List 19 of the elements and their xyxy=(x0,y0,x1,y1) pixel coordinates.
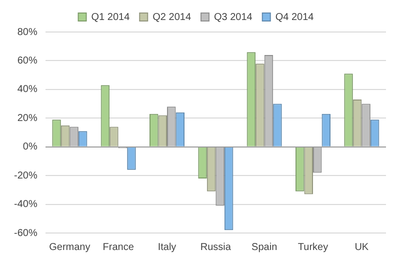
x-tick-label: Italy xyxy=(158,242,176,253)
y-tick-label: -40% xyxy=(14,199,38,210)
y-tick-label: 40% xyxy=(17,84,38,96)
legend-label: Q4 2014 xyxy=(275,12,314,23)
x-tick-label: Germany xyxy=(49,242,90,253)
x-tick-label: UK xyxy=(354,242,369,253)
x-tick-label: France xyxy=(102,242,134,253)
legend-label: Q1 2014 xyxy=(91,12,130,23)
y-tick-label: 60% xyxy=(17,55,38,66)
y-tick-label: 80% xyxy=(17,26,38,38)
y-tick-label: -20% xyxy=(14,170,38,182)
y-tick-label: 20% xyxy=(17,112,38,124)
legend-label: Q2 2014 xyxy=(152,12,192,23)
y-tick-label: 0% xyxy=(22,142,38,153)
x-tick-label: Russia xyxy=(200,242,232,253)
legend-label: Q3 2014 xyxy=(214,12,253,23)
x-tick-label: Spain xyxy=(252,242,278,253)
x-tick-label: Turkey xyxy=(298,242,328,253)
y-tick-label: -60% xyxy=(14,228,38,239)
